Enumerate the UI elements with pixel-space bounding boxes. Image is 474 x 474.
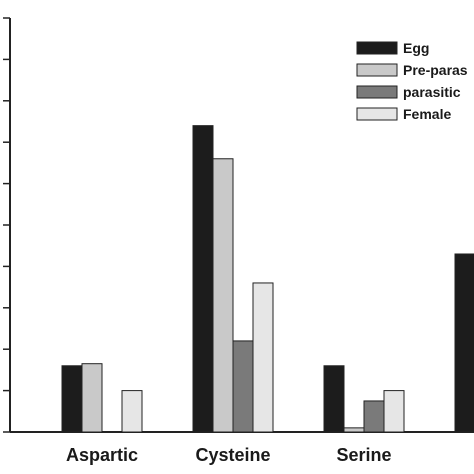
bar-parasitic-cysteine [232,340,254,433]
bar-pre-paras-serine [343,427,365,433]
bar-pre-paras-cysteine [212,158,234,433]
x-tick-label-cysteine: Cysteine [195,445,270,465]
legend-label-female: Female [403,106,451,122]
bar-egg-serine [323,365,345,433]
bar-female-serine [383,390,405,433]
legend-swatch-pre-paras [356,63,398,77]
bar-pre-paras-aspartic [81,363,103,433]
legend-label-parasitic: parasitic [403,84,461,100]
x-tick-label-aspartic: Aspartic [66,445,138,465]
bar-egg-cysteine [192,125,214,433]
bar-female-cysteine [252,282,274,433]
bar-egg-g [454,253,474,433]
legend-swatch-egg [356,41,398,55]
bar-female-aspartic [121,390,143,433]
legend-label-pre-paras: Pre-paras [403,62,468,78]
legend-label-egg: Egg [403,40,429,56]
x-tick-labels: AsparticCysteineSerineG [66,445,392,465]
bar-egg-aspartic [61,365,83,433]
bar-parasitic-serine [363,400,385,433]
y-axis [3,17,11,433]
legend-swatch-female [356,107,398,121]
legend-swatch-parasitic [356,85,398,99]
x-tick-label-serine: Serine [336,445,391,465]
bars [61,125,474,433]
legend: Egg Pre-paras parasitic Female [356,40,468,122]
